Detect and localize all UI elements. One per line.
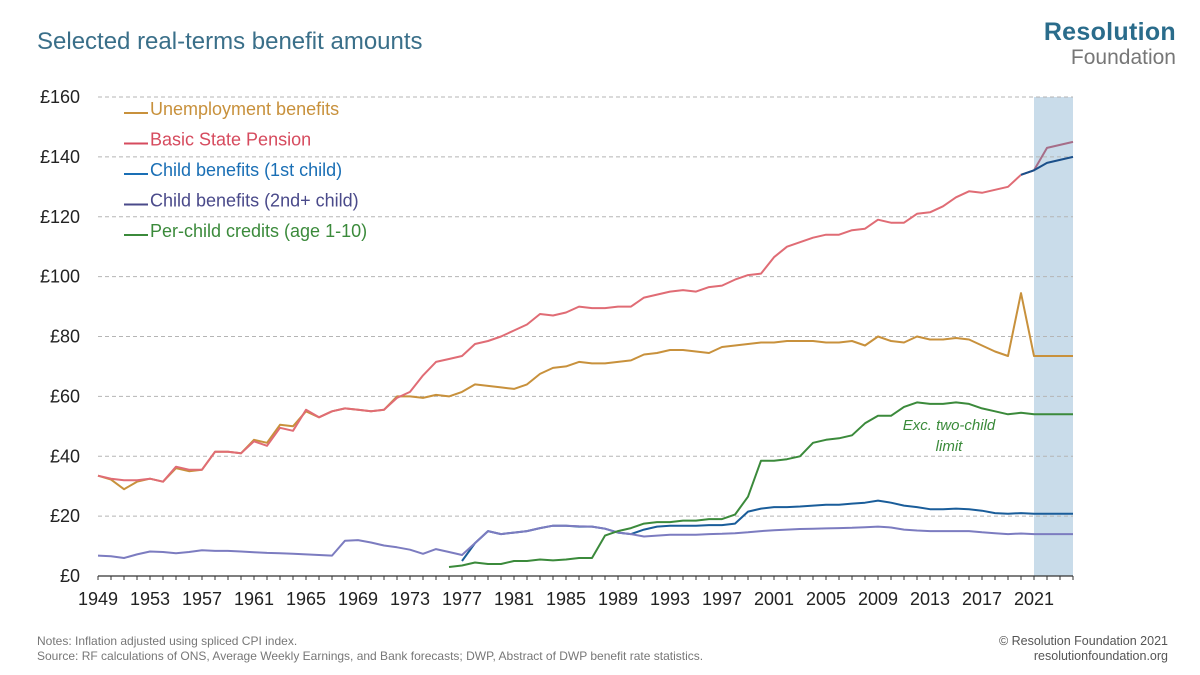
website-link[interactable]: resolutionfoundation.org — [1033, 649, 1168, 663]
series-line-basic-state-pension — [97, 174, 1022, 483]
notes-text: Notes: Inflation adjusted using spliced … — [37, 634, 298, 648]
x-tick-label: 1969 — [338, 589, 378, 609]
y-tick-label: £80 — [50, 327, 80, 347]
x-tick-label: 1981 — [494, 589, 534, 609]
x-tick-label: 1957 — [182, 589, 222, 609]
x-tick-label: 1977 — [442, 589, 482, 609]
line-chart: £0£20£40£60£80£100£120£140£160 1949 1953 1… — [40, 87, 1074, 609]
x-tick-label: 1965 — [286, 589, 326, 609]
x-tick-label: 2009 — [858, 589, 898, 609]
x-tick-label: 2005 — [806, 589, 846, 609]
x-tick-label: 1993 — [650, 589, 690, 609]
series-line-unemployment-benefits — [97, 292, 1073, 491]
annotation-line-1: Exc. two-child — [903, 417, 996, 434]
y-tick-label: £160 — [40, 87, 80, 107]
logo-line-1: Resolution — [1043, 18, 1176, 46]
x-tick-label: 1949 — [78, 589, 118, 609]
resolution-foundation-logo: Resolution Foundation — [1043, 18, 1176, 69]
gridlines — [98, 96, 1073, 517]
y-tick-label: £100 — [40, 267, 80, 287]
y-tick-label: £120 — [40, 207, 80, 227]
legend-label: Child benefits (1st child) — [150, 160, 342, 180]
x-tick-label: 2001 — [754, 589, 794, 609]
source-text: Source: RF calculations of ONS, Average … — [37, 649, 704, 663]
legend-label: Unemployment benefits — [150, 99, 339, 119]
x-tick-label: 2021 — [1014, 589, 1054, 609]
chart-title: Selected real-terms benefit amounts — [37, 28, 423, 55]
x-axis: 1949 1953 1957 1961 1965 1969 1973 1977 1981 1985… — [78, 575, 1074, 609]
x-tick-label: 1961 — [234, 589, 274, 609]
x-tick-label: 1985 — [546, 589, 586, 609]
x-tick-label: 1973 — [390, 589, 430, 609]
legend-label: Per-child credits (age 1-10) — [150, 221, 367, 241]
logo-line-2: Foundation — [1070, 46, 1176, 69]
legend-label: Basic State Pension — [150, 130, 311, 150]
y-axis: £0 £20 £40 £60 £80 £100 £120 £140 £160 — [40, 87, 80, 586]
notes-block: Notes: Inflation adjusted using spliced … — [37, 634, 703, 664]
y-tick-label: £140 — [40, 147, 80, 167]
annotation: Exc. two-child limit — [903, 417, 996, 455]
x-tick-label: 1997 — [702, 589, 742, 609]
series-line-child-benefits-1st-child-forecast — [1020, 155, 1074, 176]
x-tick-label: 1953 — [130, 589, 170, 609]
copyright-block: © Resolution Foundation 2021 resolutionf… — [999, 634, 1168, 664]
annotation-line-2: limit — [936, 438, 963, 455]
x-tick-label: 2017 — [962, 589, 1002, 609]
series-line-child-benefits-2nd-child — [97, 524, 1073, 559]
y-tick-label: £0 — [60, 566, 80, 586]
series-lines — [97, 140, 1074, 568]
y-tick-label: £20 — [50, 506, 80, 526]
legend-label: Child benefits (2nd+ child) — [150, 191, 359, 211]
copyright-text: © Resolution Foundation 2021 — [998, 634, 1168, 648]
y-tick-label: £60 — [50, 386, 80, 406]
x-tick-label: 2013 — [910, 589, 950, 609]
legend: Unemployment benefits Basic State Pension… — [124, 99, 367, 241]
x-tick-label: 1989 — [598, 589, 638, 609]
y-tick-label: £40 — [50, 446, 80, 466]
series-line-per-child-credits-age-1-10 — [448, 401, 1073, 568]
